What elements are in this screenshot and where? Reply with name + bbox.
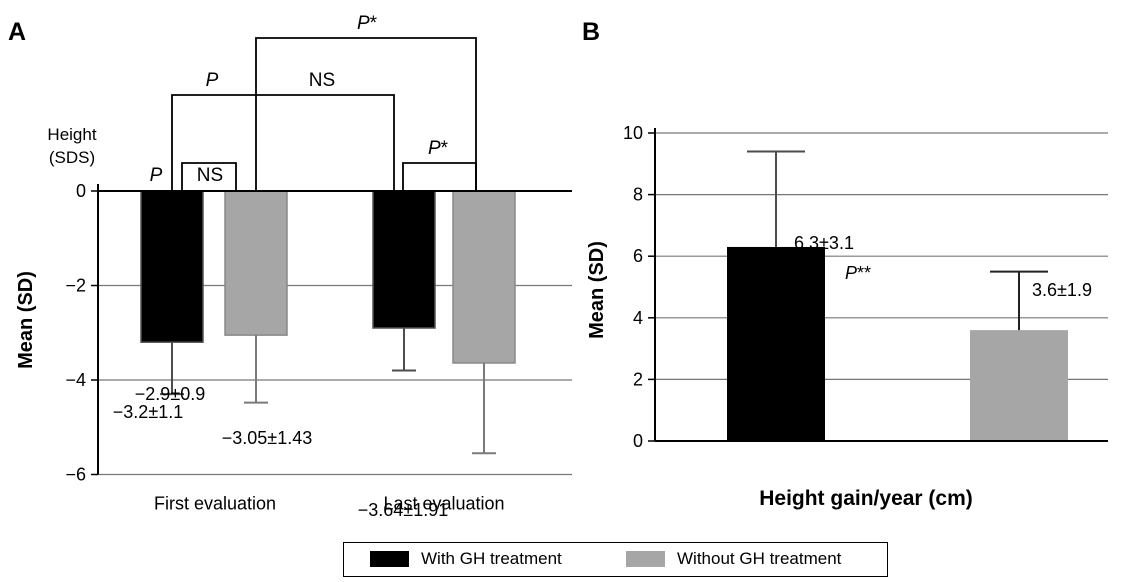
a-bar <box>372 190 436 329</box>
b-y-tick-label: 0 <box>633 431 643 451</box>
a-value-label: −2.9±0.9 <box>135 384 205 404</box>
b-bar <box>970 330 1068 441</box>
a-sig-label: P <box>150 165 163 186</box>
a-ylabel-top-line2: (SDS) <box>49 148 95 167</box>
b-y-axis-title: Mean (SD) <box>586 241 608 339</box>
a-ylabel-top-line1: Height <box>47 125 96 144</box>
a-y-tick-label: 0 <box>76 181 86 201</box>
a-category-label: First evaluation <box>154 494 276 514</box>
a-value-label: −3.05±1.43 <box>222 428 312 448</box>
a-bracket-without-gh <box>255 37 477 191</box>
a-sig-label: NS <box>309 70 335 91</box>
legend-swatch-with-gh <box>370 551 409 567</box>
a-bracket-last-eval <box>402 162 477 191</box>
b-y-tick-label: 4 <box>633 308 643 328</box>
legend-item-with-gh: With GH treatment <box>370 543 562 575</box>
a-bar <box>224 190 288 336</box>
a-value-label: −3.2±1.1 <box>113 402 183 422</box>
a-bar <box>452 190 516 364</box>
a-y-tick-label: −4 <box>65 370 86 390</box>
a-sig-label: P* <box>357 13 378 34</box>
legend-swatch-without-gh <box>626 551 665 567</box>
a-category-label: Last evaluation <box>383 494 504 514</box>
a-sig-label: P* <box>428 138 449 159</box>
a-y-tick-label: −2 <box>65 276 86 296</box>
legend-item-without-gh: Without GH treatment <box>626 543 841 575</box>
a-bracket-with-gh <box>171 94 395 191</box>
a-sig-label: P <box>206 70 219 91</box>
b-y-tick-label: 8 <box>633 185 643 205</box>
b-y-tick-label: 10 <box>623 123 643 143</box>
legend-label-without-gh: Without GH treatment <box>677 549 842 568</box>
b-value-label: 6.3±3.1 <box>794 233 854 253</box>
panel-a-label: A <box>8 18 26 46</box>
b-bar <box>727 246 825 441</box>
b-value-label: 3.6±1.9 <box>1032 280 1092 300</box>
a-bar <box>140 190 204 343</box>
b-y-tick-label: 2 <box>633 369 643 389</box>
legend-label-with-gh: With GH treatment <box>421 549 562 568</box>
a-sig-label: NS <box>197 165 223 186</box>
a-y-axis-title: Mean (SD) <box>15 271 37 369</box>
a-value-label: −3.64±1.91 <box>358 500 448 520</box>
figure: A Height (SDS) Mean (SD) 0 −2 −4 −6 −3.2±1.1… <box>8 13 1108 520</box>
a-bracket-first-eval <box>181 162 237 191</box>
b-y-tick-label: 6 <box>633 246 643 266</box>
panel-b-plot: 0 2 4 6 8 10 6.3±3.1 3.6±1.9 P** <box>623 123 1108 451</box>
legend: With GH treatment Without GH treatment <box>343 542 888 577</box>
b-sig-label: P** <box>845 263 871 283</box>
panel-b-label: B <box>582 18 600 46</box>
b-x-axis-title: Height gain/year (cm) <box>759 487 973 510</box>
panel-a-plot: 0 −2 −4 −6 −3.2±1.1−2.9±0.9 −3.05±1.43 −3.64±1… <box>65 13 572 520</box>
a-y-tick-label: −6 <box>65 465 86 485</box>
